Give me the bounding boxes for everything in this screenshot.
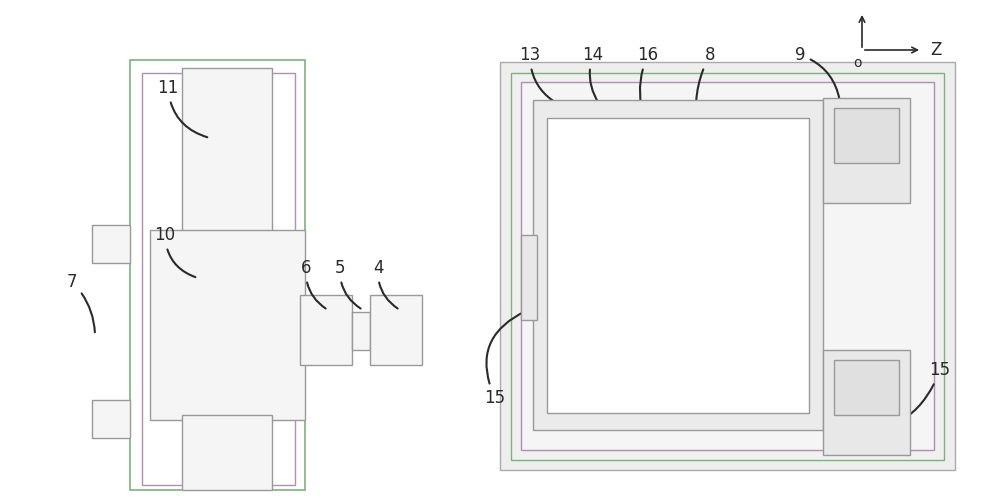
Text: 15: 15 [484,311,525,407]
Bar [521,82,934,450]
Bar [130,60,305,490]
Text: 8: 8 [696,46,715,136]
Text: 9: 9 [795,46,839,100]
Text: X: X [856,0,868,2]
Text: Z: Z [930,41,941,59]
Bar [300,295,352,365]
Bar [182,415,272,490]
Bar [533,100,823,430]
Bar [547,118,809,413]
Bar [834,360,899,415]
Text: 15: 15 [843,361,951,431]
Bar [823,350,910,455]
Bar [92,400,130,438]
Text: 9: 9 [858,402,900,439]
Bar [823,98,910,203]
Text: 4: 4 [373,259,398,308]
Bar [521,235,537,320]
Text: o: o [854,56,862,70]
Bar [352,312,370,350]
Text: 13: 13 [519,46,558,104]
Bar [142,73,295,485]
Bar [370,295,422,365]
Bar [92,225,130,263]
Bar [500,62,955,470]
Bar [834,108,899,163]
Text: 5: 5 [335,259,361,308]
Text: 7: 7 [67,273,95,332]
Text: 10: 10 [154,226,195,277]
Bar [150,230,305,420]
Text: 14: 14 [582,46,604,102]
Bar [511,73,944,460]
Text: 11: 11 [157,79,207,137]
Text: 6: 6 [301,259,326,308]
Bar [182,68,272,238]
Text: 16: 16 [637,46,659,118]
